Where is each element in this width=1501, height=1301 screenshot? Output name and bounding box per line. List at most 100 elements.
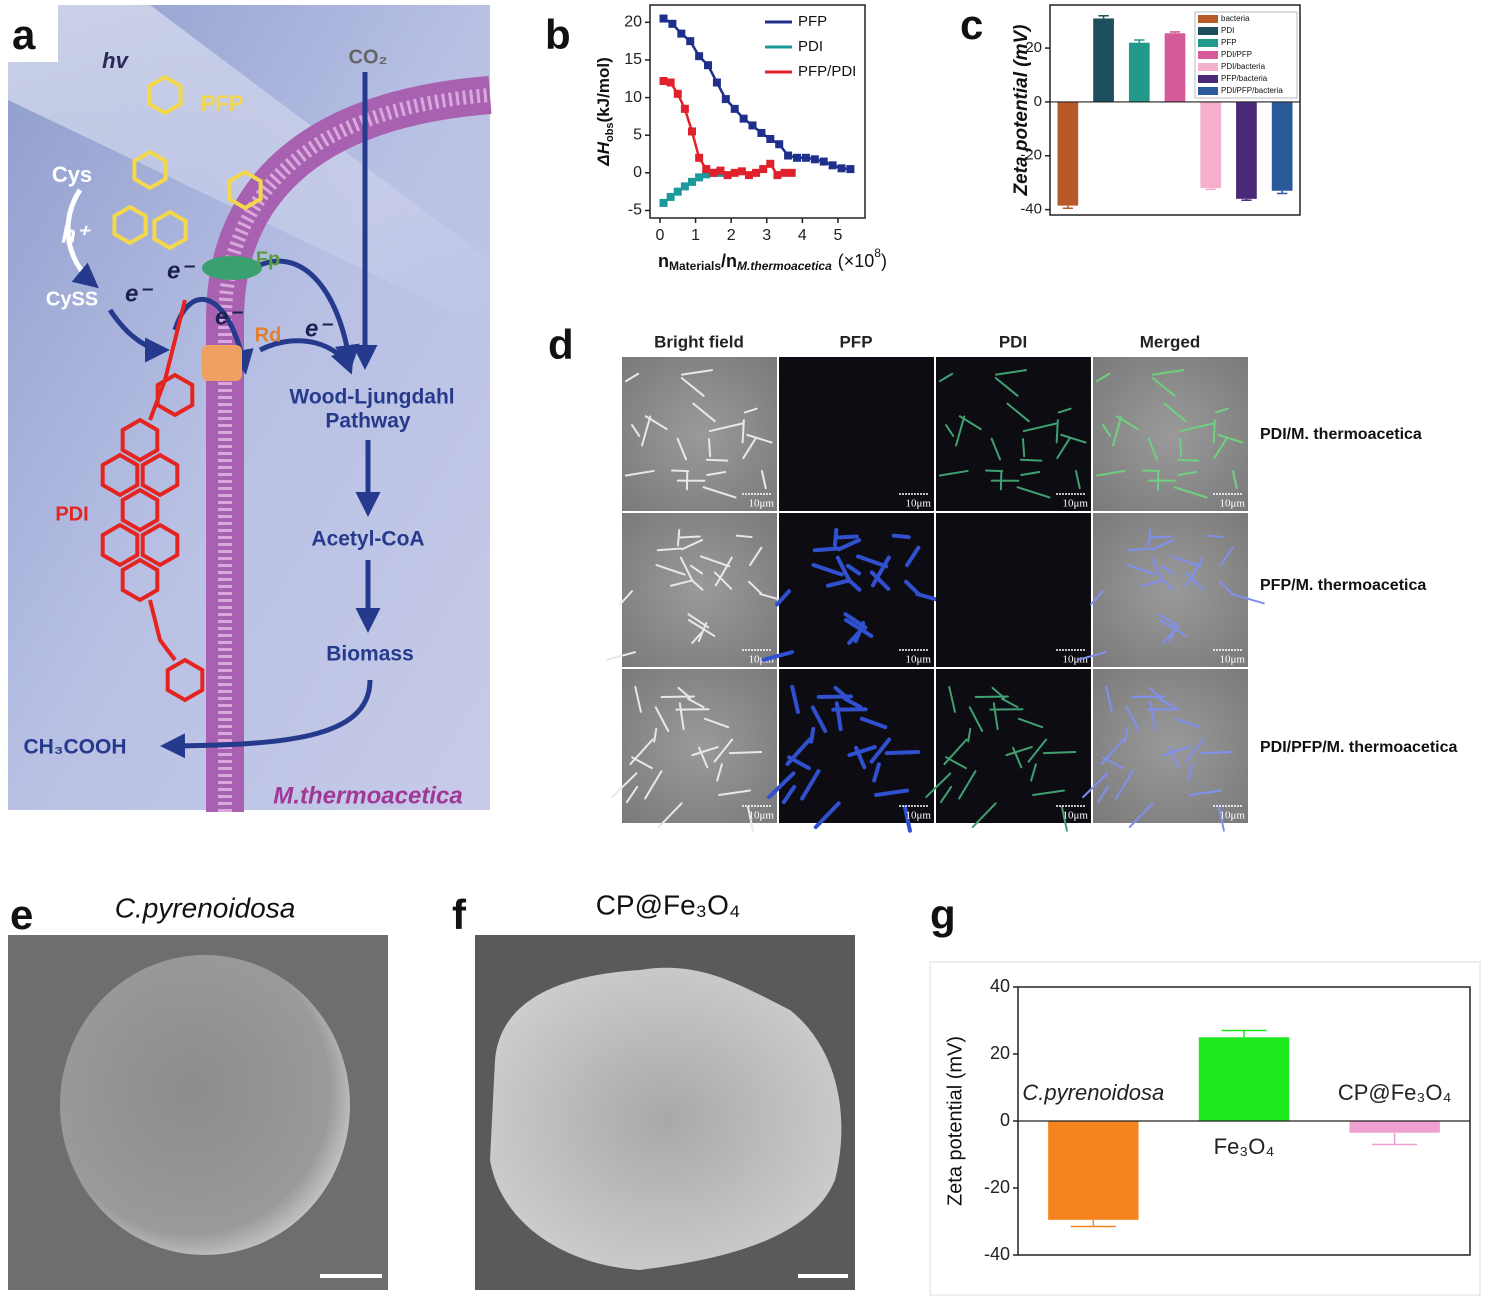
y-tick-label: 40 (990, 976, 1010, 996)
data-line (662, 17, 851, 171)
column-header: PFP (839, 332, 872, 351)
scale-label: 10μm (906, 654, 932, 666)
ring (227, 169, 263, 211)
panel-label: c (960, 1, 983, 48)
label-part: ΔH (594, 141, 613, 166)
data-point (680, 104, 689, 113)
bacterium (958, 770, 977, 800)
micrograph (1093, 357, 1248, 511)
column-header: PDI (999, 332, 1027, 351)
label-part: ) (881, 251, 887, 271)
micrograph (936, 669, 1091, 823)
bacterium (653, 727, 658, 743)
bacterium (835, 555, 852, 584)
bar (1349, 1121, 1440, 1133)
ring (120, 557, 160, 603)
bacterium (1020, 471, 1041, 476)
data-point (659, 198, 668, 207)
bacterium (692, 402, 716, 423)
bacterium (938, 469, 969, 477)
ring (155, 372, 195, 418)
data-point (712, 78, 721, 87)
data-point (702, 170, 711, 179)
bacterium (714, 556, 733, 587)
bacterium (1187, 763, 1194, 782)
ring (100, 522, 140, 568)
bacterium (1022, 422, 1058, 433)
bacterium (958, 415, 982, 431)
bacterium (1151, 539, 1175, 551)
micrograph (622, 669, 777, 823)
panel-label: b (545, 11, 571, 58)
bacterium (855, 554, 889, 569)
bacterium (1162, 746, 1190, 757)
bacterium (611, 772, 638, 799)
bacterium (679, 535, 701, 539)
bacterium (641, 415, 652, 447)
legend-swatch (1198, 15, 1218, 23)
bacterium (1173, 486, 1208, 499)
data-point (723, 171, 732, 180)
bacterium (1022, 438, 1026, 458)
bacterium (1177, 471, 1198, 476)
bar (1048, 1121, 1139, 1220)
bacterium (1124, 727, 1129, 743)
legend-label: PFP (1221, 38, 1237, 47)
row-label: PDI/PFP/M. thermoacetica (1260, 739, 1457, 756)
y-tick-label: -5 (628, 202, 642, 219)
data-point (759, 165, 768, 174)
bacterium (833, 685, 850, 700)
scale-label: 10μm (906, 498, 932, 510)
bacterium (688, 619, 716, 637)
bacterium (1027, 738, 1048, 763)
label-part: /n (721, 251, 737, 271)
data-point (787, 168, 796, 177)
data-point (773, 171, 782, 180)
scale-label: 10μm (749, 810, 775, 822)
label-part: n (658, 251, 669, 271)
data-point (680, 182, 689, 191)
bacterium (938, 372, 954, 383)
bacterium (1125, 706, 1141, 732)
ring (140, 452, 180, 498)
bacterium (1030, 763, 1037, 782)
data-point (704, 61, 713, 70)
bacterium (1115, 415, 1139, 431)
bacterium (1060, 805, 1068, 832)
data-point (716, 166, 725, 175)
bacterium (1152, 369, 1185, 376)
bacterium (1217, 433, 1244, 444)
bacterium (1219, 580, 1234, 595)
sem-cell (490, 967, 842, 1270)
bacterium (1213, 437, 1228, 460)
bacterium (1170, 555, 1202, 568)
bacterium (699, 555, 731, 568)
bacterium (1231, 470, 1238, 490)
bacterium (634, 685, 642, 713)
bacterium (1230, 592, 1265, 605)
membrane-inner (218, 88, 491, 812)
legend-swatch (1198, 39, 1218, 47)
bacterium (1096, 785, 1110, 804)
diagram-label: M.thermoacetica (273, 782, 462, 809)
bacterium (971, 802, 997, 829)
panel-label: a (12, 11, 36, 58)
bacterium (681, 369, 714, 376)
data-point (793, 153, 802, 162)
bacterium (848, 579, 862, 592)
bacterium (746, 433, 773, 444)
ring (165, 657, 205, 703)
bacterium (1147, 528, 1152, 547)
data-point (673, 187, 682, 196)
microscopy: 10μm 10μm 10μm 10μm 10μm 10μm 10μm 10μm 10μm 10μm… (605, 357, 1265, 833)
bacterium (644, 415, 668, 431)
bacterium (1006, 402, 1030, 423)
bacterium (775, 589, 792, 607)
bacterium (834, 701, 843, 732)
bacterium (1169, 746, 1180, 769)
bacterium (1206, 534, 1224, 539)
bacterium (904, 579, 921, 596)
data-point (828, 161, 837, 170)
bacterium (843, 612, 868, 630)
legend-swatch (1198, 87, 1218, 95)
